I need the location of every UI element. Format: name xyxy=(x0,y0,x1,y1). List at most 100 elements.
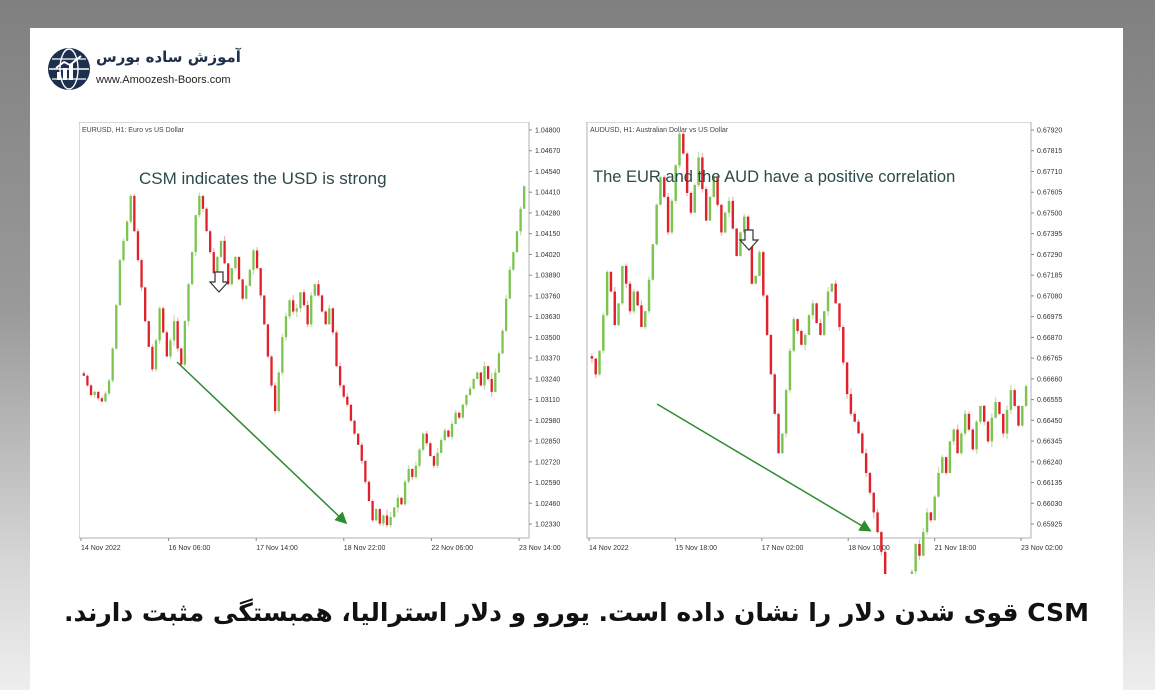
candle-body xyxy=(227,263,230,285)
candle-body xyxy=(1005,409,1009,434)
candle-body xyxy=(248,269,252,286)
x-tick-label: 17 Nov 02:00 xyxy=(762,545,804,552)
y-tick-label: 1.04150 xyxy=(535,231,560,238)
y-tick-label: 1.02850 xyxy=(535,439,560,446)
y-tick-label: 1.02590 xyxy=(535,480,560,487)
candle-body xyxy=(659,177,662,205)
candle-body xyxy=(872,492,875,513)
candle-body xyxy=(403,481,407,505)
candle-body xyxy=(605,271,609,316)
candle-body xyxy=(122,240,125,261)
candle-body xyxy=(310,295,313,325)
annotation-text: The EUR and the AUD have a positive corr… xyxy=(593,168,955,186)
candle-body xyxy=(245,285,248,299)
candle-body xyxy=(819,323,822,335)
candle-body xyxy=(800,330,803,345)
annotation-text: CSM indicates the USD is strong xyxy=(139,169,387,188)
candle-body xyxy=(183,321,187,365)
candle-body xyxy=(743,216,746,233)
candle-body xyxy=(176,321,179,349)
candle-body xyxy=(223,240,226,264)
candle-body xyxy=(682,133,685,154)
candle-body xyxy=(632,291,636,312)
y-tick-label: 1.04540 xyxy=(535,169,560,176)
candle-body xyxy=(998,401,1001,414)
candle-body xyxy=(338,366,342,386)
brand-url[interactable]: www.Amoozesh-Boors.com xyxy=(96,74,231,86)
y-tick-label: 1.02330 xyxy=(535,522,560,529)
brand-name: آموزش ساده بورس xyxy=(96,48,241,66)
candle-body xyxy=(594,358,597,375)
candle-body xyxy=(982,405,986,422)
candle-body xyxy=(320,295,324,312)
y-tick-label: 1.03110 xyxy=(535,397,560,404)
candle-body xyxy=(956,429,959,454)
candle-body xyxy=(617,303,620,326)
candle-body xyxy=(429,443,432,457)
candle-body xyxy=(154,340,158,370)
candle-body xyxy=(925,512,929,533)
candle-body xyxy=(237,256,241,280)
candle-body xyxy=(93,391,96,396)
candle-body xyxy=(922,532,925,556)
candle-body xyxy=(432,456,436,466)
candle-body xyxy=(306,305,309,325)
candle-body xyxy=(281,337,284,373)
audusd-chart-panel: AUDUSD, H1: Australian Dollar vs US Doll… xyxy=(585,121,1085,646)
candle-body xyxy=(219,240,223,257)
trend-arrow xyxy=(176,361,348,525)
candle-body xyxy=(86,375,89,386)
candle-body xyxy=(212,252,215,273)
candle-body xyxy=(440,440,443,453)
candle-body xyxy=(697,157,700,186)
candle-body xyxy=(971,429,974,450)
candle-body xyxy=(230,268,233,285)
candle-body xyxy=(838,303,841,328)
brand-logo[interactable]: آموزش ساده بورس www.Amoozesh-Boors.com xyxy=(48,46,248,96)
candle-body xyxy=(421,433,425,450)
candle-body xyxy=(118,260,122,306)
candle-body xyxy=(169,340,172,357)
candles xyxy=(590,130,1028,646)
candle-body xyxy=(788,350,792,391)
candle-body xyxy=(194,215,197,253)
candle-body xyxy=(663,177,666,197)
y-tick-label: 1.03630 xyxy=(535,314,560,321)
candle-body xyxy=(89,385,93,396)
candle-body xyxy=(644,311,647,328)
candle-body xyxy=(1002,413,1005,434)
candle-body xyxy=(255,250,259,269)
candle-body xyxy=(385,515,389,526)
candle-body xyxy=(165,332,168,357)
trend-arrow xyxy=(656,403,872,532)
candle-body xyxy=(674,165,677,201)
y-tick-label: 1.02980 xyxy=(535,418,560,425)
candle-body xyxy=(523,186,526,209)
y-tick-label: 1.03500 xyxy=(535,335,560,342)
candle-body xyxy=(378,509,381,524)
candle-body xyxy=(735,228,738,257)
candle-body xyxy=(136,231,140,261)
candle-body xyxy=(162,308,165,333)
candle-body xyxy=(295,308,298,312)
candle-body xyxy=(781,433,784,454)
candle-body xyxy=(411,468,414,477)
y-tick-label: 1.04410 xyxy=(535,190,560,197)
y-tick-label: 0.66975 xyxy=(1037,314,1062,321)
candle-body xyxy=(356,433,360,445)
candle-body xyxy=(302,292,306,306)
candle-body xyxy=(979,405,982,422)
candle-body xyxy=(621,265,624,304)
candle-body xyxy=(754,275,757,284)
candle-body xyxy=(349,404,353,421)
candle-body xyxy=(418,449,421,466)
candle-body xyxy=(598,350,601,375)
candle-body xyxy=(857,421,860,434)
candle-body xyxy=(234,256,237,269)
candle-body xyxy=(393,507,396,518)
x-tick-label: 17 Nov 14:00 xyxy=(256,545,298,552)
candle-body xyxy=(151,346,154,370)
y-tick-label: 1.02460 xyxy=(535,501,560,508)
candle-body xyxy=(868,472,872,493)
candle-body xyxy=(796,319,799,331)
